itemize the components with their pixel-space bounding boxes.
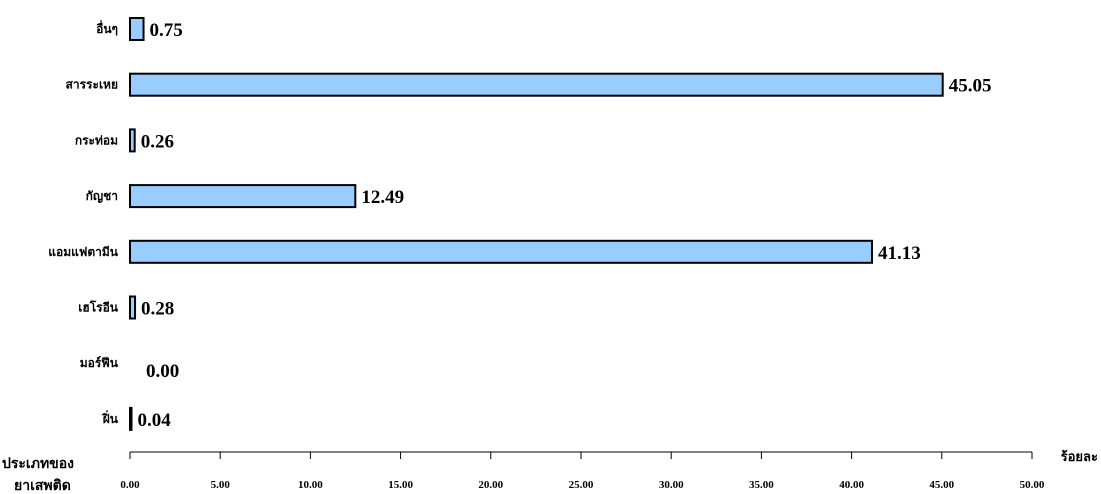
x-axis-title: ร้อยละ (1061, 449, 1098, 465)
bar (129, 406, 133, 431)
category-label: มอร์ฟีน (80, 356, 119, 370)
x-tick-label: 15.00 (388, 479, 413, 491)
x-tick-label: 10.00 (298, 479, 323, 491)
category-label: ฝิ่น (102, 410, 119, 426)
value-label: 0.04 (138, 410, 172, 431)
category-label: อื่นๆ (96, 20, 118, 36)
x-tick-label: 40.00 (839, 479, 864, 491)
value-label: 0.26 (141, 131, 174, 152)
x-tick-label: 5.00 (211, 479, 231, 491)
x-tick-label: 50.00 (1020, 479, 1045, 491)
value-label: 0.75 (150, 20, 183, 41)
x-tick-label: 0.00 (120, 479, 140, 491)
labels-layer: อื่นๆ 0.75 สารระเหย 45.05 กระท่อม 0.26 กัญชา 12… (48, 20, 991, 431)
bar (129, 295, 137, 320)
category-label: สารระเหย (66, 78, 118, 92)
category-label: กระท่อม (75, 133, 118, 147)
value-label: 0.00 (146, 361, 179, 382)
category-label: เฮโรอีน (78, 300, 119, 315)
y-axis-title-line2: ยาเสพติด (14, 478, 71, 494)
x-tick-label: 35.00 (749, 479, 774, 491)
y-axis-title-line1: ประเภทของ (2, 456, 74, 472)
x-tick-label: 25.00 (569, 479, 594, 491)
category-label: กัญชา (86, 189, 118, 203)
bar (129, 17, 145, 41)
value-label: 0.28 (141, 299, 174, 320)
bar (129, 239, 873, 264)
bar (129, 184, 357, 209)
x-tick-label: 20.00 (478, 479, 503, 491)
x-tick-label: 45.00 (929, 479, 954, 491)
bars-layer (129, 17, 944, 431)
value-label: 45.05 (949, 76, 992, 97)
x-axis: 0.00 5.00 10.00 15.00 20.00 25.00 30.00 35.00 40… (120, 451, 1045, 491)
category-label: แอมแฟตามีน (48, 245, 119, 259)
value-label: 12.49 (361, 187, 404, 208)
x-tick-label: 30.00 (659, 479, 684, 491)
value-label: 41.13 (878, 243, 921, 264)
bar (129, 72, 944, 97)
bar (129, 128, 136, 153)
